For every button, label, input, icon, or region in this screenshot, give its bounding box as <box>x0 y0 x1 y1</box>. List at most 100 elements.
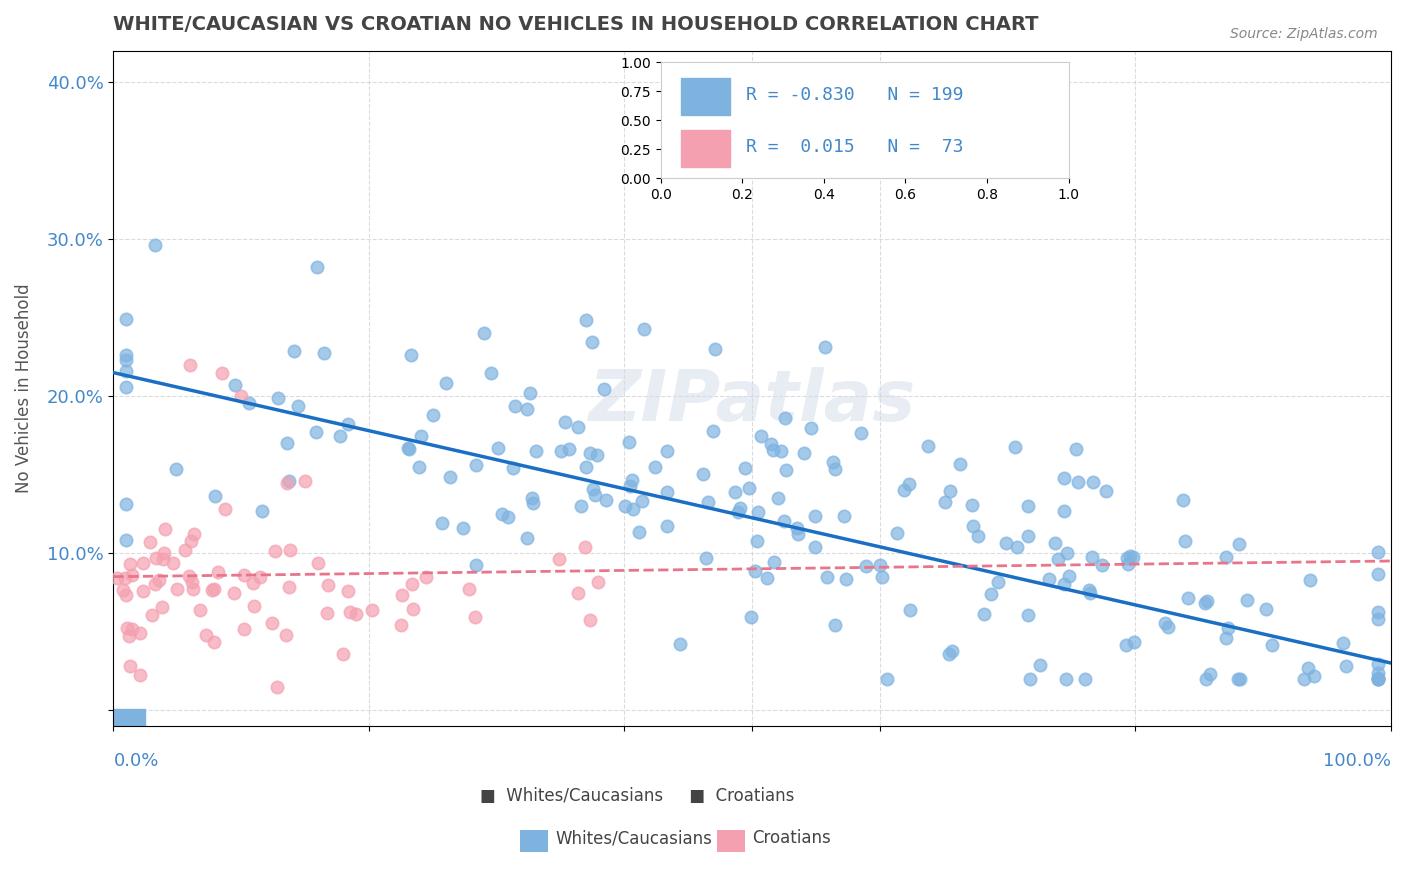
Point <box>204 489 226 503</box>
Point <box>574 540 596 554</box>
Point <box>152 552 174 566</box>
Point <box>1296 661 1319 675</box>
Point <box>266 392 288 406</box>
Point <box>586 448 609 462</box>
FancyBboxPatch shape <box>681 78 730 114</box>
Point <box>938 647 960 661</box>
Point <box>1119 549 1142 563</box>
Point <box>773 514 796 528</box>
Point <box>143 238 166 252</box>
Point <box>283 344 305 359</box>
Point <box>522 496 544 510</box>
Point <box>655 485 678 500</box>
Point <box>1226 672 1249 686</box>
Point <box>183 582 205 597</box>
Point <box>938 483 960 498</box>
Point <box>621 474 644 488</box>
Point <box>1331 636 1354 650</box>
Point <box>166 582 188 596</box>
Point <box>204 582 226 596</box>
Point <box>150 600 173 615</box>
Text: R = -0.830   N = 199: R = -0.830 N = 199 <box>747 86 965 103</box>
Point <box>121 567 143 582</box>
Point <box>898 476 921 491</box>
Point <box>153 546 176 560</box>
Point <box>1174 533 1197 548</box>
Point <box>1019 672 1042 686</box>
Point <box>180 575 202 590</box>
Point <box>451 521 474 535</box>
Point <box>703 342 725 356</box>
Point <box>644 460 666 475</box>
Point <box>1116 551 1139 566</box>
Point <box>1081 475 1104 489</box>
Point <box>242 575 264 590</box>
Point <box>1045 536 1067 550</box>
Point <box>120 659 142 673</box>
Point <box>1215 631 1237 645</box>
Point <box>262 615 284 630</box>
Point <box>893 483 915 498</box>
Text: Source: ZipAtlas.com: Source: ZipAtlas.com <box>1230 27 1378 41</box>
Point <box>503 399 526 413</box>
Point <box>619 434 641 449</box>
Point <box>980 587 1002 601</box>
Point <box>434 376 457 390</box>
Point <box>129 626 152 640</box>
Point <box>1195 594 1218 608</box>
Point <box>479 366 502 380</box>
Point <box>121 622 143 636</box>
Point <box>1091 558 1114 572</box>
Point <box>1367 671 1389 685</box>
Point <box>207 565 229 579</box>
Point <box>155 523 177 537</box>
Point <box>759 436 782 450</box>
FancyBboxPatch shape <box>114 709 145 726</box>
Point <box>1080 586 1102 600</box>
Point <box>949 458 972 472</box>
Point <box>745 534 768 549</box>
Point <box>1218 621 1240 635</box>
Point <box>630 494 652 508</box>
Point <box>115 380 138 394</box>
Point <box>188 603 211 617</box>
Point <box>1066 475 1088 490</box>
Point <box>769 443 792 458</box>
Point <box>316 606 339 620</box>
Point <box>516 532 538 546</box>
Text: WHITE/CAUCASIAN VS CROATIAN NO VEHICLES IN HOUSEHOLD CORRELATION CHART: WHITE/CAUCASIAN VS CROATIAN NO VEHICLES … <box>114 15 1039 34</box>
Point <box>579 446 602 460</box>
Point <box>586 575 609 590</box>
Point <box>336 417 359 431</box>
Point <box>1367 672 1389 686</box>
Point <box>558 442 581 457</box>
Point <box>1336 658 1358 673</box>
Point <box>329 429 352 443</box>
Point <box>173 543 195 558</box>
Point <box>1116 557 1139 571</box>
Point <box>304 425 326 440</box>
Point <box>1299 573 1322 587</box>
Point <box>762 442 785 457</box>
Point <box>195 628 218 642</box>
Point <box>702 424 724 438</box>
Point <box>657 519 679 533</box>
Point <box>401 576 423 591</box>
Point <box>1367 672 1389 686</box>
Point <box>1064 442 1087 456</box>
Point <box>391 588 413 602</box>
Point <box>1080 549 1102 564</box>
Point <box>724 484 747 499</box>
Point <box>1056 546 1078 560</box>
Point <box>815 570 838 584</box>
Text: 0.0%: 0.0% <box>114 752 159 771</box>
Point <box>941 644 963 658</box>
Point <box>575 460 598 475</box>
Point <box>614 499 637 513</box>
Point <box>465 558 488 573</box>
Point <box>115 312 138 326</box>
Point <box>966 529 988 543</box>
Point <box>1004 441 1026 455</box>
Text: R =  0.015   N =  73: R = 0.015 N = 73 <box>747 138 965 156</box>
Point <box>1229 672 1251 686</box>
